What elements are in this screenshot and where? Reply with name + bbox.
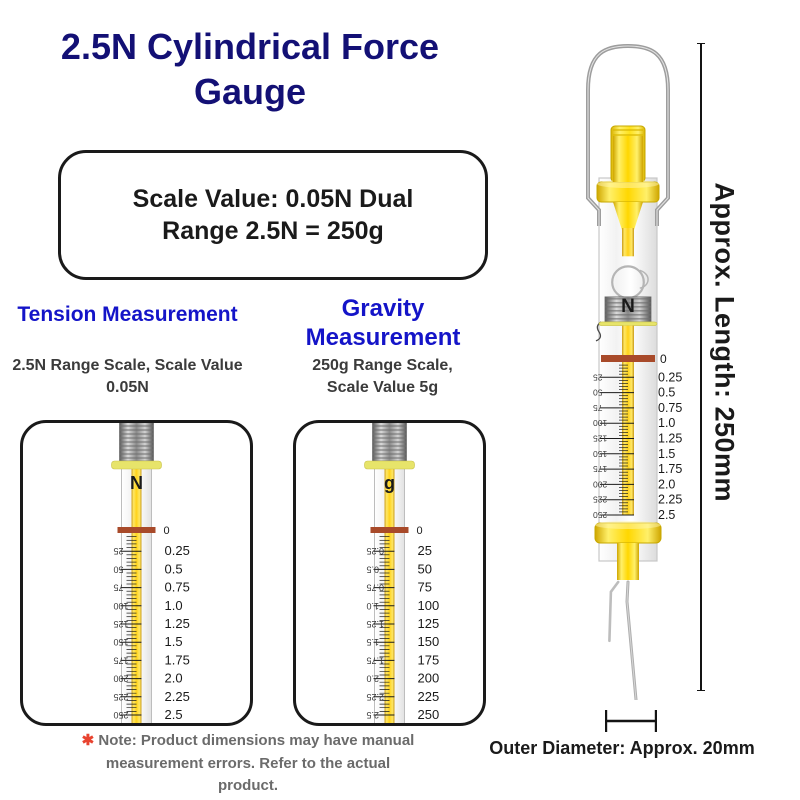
svg-text:g: g xyxy=(384,473,395,493)
svg-text:1.75: 1.75 xyxy=(658,462,682,476)
svg-text:2.5: 2.5 xyxy=(367,710,380,720)
svg-text:0.75: 0.75 xyxy=(165,580,190,595)
svg-text:0: 0 xyxy=(417,525,423,537)
svg-text:0.5: 0.5 xyxy=(658,386,675,400)
svg-text:1.75: 1.75 xyxy=(367,655,385,665)
svg-text:1.25: 1.25 xyxy=(367,619,385,629)
svg-text:100: 100 xyxy=(418,598,440,613)
svg-text:1.5: 1.5 xyxy=(165,634,183,649)
svg-text:0: 0 xyxy=(660,352,667,366)
svg-text:200: 200 xyxy=(418,671,440,686)
svg-text:N: N xyxy=(130,473,143,493)
svg-text:200: 200 xyxy=(114,674,129,684)
svg-text:50: 50 xyxy=(593,388,603,398)
svg-text:2.5: 2.5 xyxy=(658,508,675,522)
svg-text:125: 125 xyxy=(114,619,129,629)
svg-text:150: 150 xyxy=(114,637,129,647)
svg-text:25: 25 xyxy=(418,543,432,558)
svg-text:1.5: 1.5 xyxy=(658,447,675,461)
svg-text:250: 250 xyxy=(418,707,440,722)
svg-text:100: 100 xyxy=(114,601,129,611)
svg-text:250: 250 xyxy=(114,710,129,720)
svg-text:2.5: 2.5 xyxy=(165,707,183,722)
svg-text:50: 50 xyxy=(418,561,432,576)
svg-text:0.5: 0.5 xyxy=(367,564,380,574)
svg-text:1.25: 1.25 xyxy=(165,616,190,631)
svg-text:N: N xyxy=(621,296,635,317)
svg-text:25: 25 xyxy=(114,546,124,556)
svg-text:25: 25 xyxy=(593,372,603,382)
svg-text:75: 75 xyxy=(418,580,432,595)
svg-text:125: 125 xyxy=(593,434,607,444)
svg-text:1.75: 1.75 xyxy=(165,652,190,667)
svg-text:225: 225 xyxy=(593,495,607,505)
svg-text:1.0: 1.0 xyxy=(367,601,380,611)
svg-text:125: 125 xyxy=(418,616,440,631)
svg-text:225: 225 xyxy=(114,692,129,702)
svg-text:150: 150 xyxy=(593,449,607,459)
svg-text:1.5: 1.5 xyxy=(367,637,380,647)
svg-text:2.25: 2.25 xyxy=(165,689,190,704)
svg-text:0.25: 0.25 xyxy=(165,543,190,558)
svg-text:1.25: 1.25 xyxy=(658,432,682,446)
svg-text:175: 175 xyxy=(593,464,607,474)
svg-text:75: 75 xyxy=(114,583,124,593)
svg-text:0.25: 0.25 xyxy=(367,546,385,556)
svg-text:2.25: 2.25 xyxy=(658,493,682,507)
svg-text:2.0: 2.0 xyxy=(658,477,675,491)
svg-text:2.0: 2.0 xyxy=(367,674,380,684)
svg-text:1.0: 1.0 xyxy=(658,416,675,430)
svg-text:250: 250 xyxy=(593,510,607,520)
svg-text:175: 175 xyxy=(114,655,129,665)
svg-text:100: 100 xyxy=(593,418,607,428)
svg-text:50: 50 xyxy=(114,564,124,574)
svg-text:0.25: 0.25 xyxy=(658,370,682,384)
svg-text:2.25: 2.25 xyxy=(367,692,385,702)
svg-text:0: 0 xyxy=(164,525,170,537)
svg-text:150: 150 xyxy=(418,634,440,649)
svg-text:75: 75 xyxy=(593,403,603,413)
svg-text:0.75: 0.75 xyxy=(367,583,385,593)
svg-text:0.75: 0.75 xyxy=(658,401,682,415)
svg-text:2.0: 2.0 xyxy=(165,671,183,686)
svg-text:0.5: 0.5 xyxy=(165,561,183,576)
svg-text:1.0: 1.0 xyxy=(165,598,183,613)
svg-text:200: 200 xyxy=(593,479,607,489)
svg-text:175: 175 xyxy=(418,652,440,667)
svg-text:225: 225 xyxy=(418,689,440,704)
